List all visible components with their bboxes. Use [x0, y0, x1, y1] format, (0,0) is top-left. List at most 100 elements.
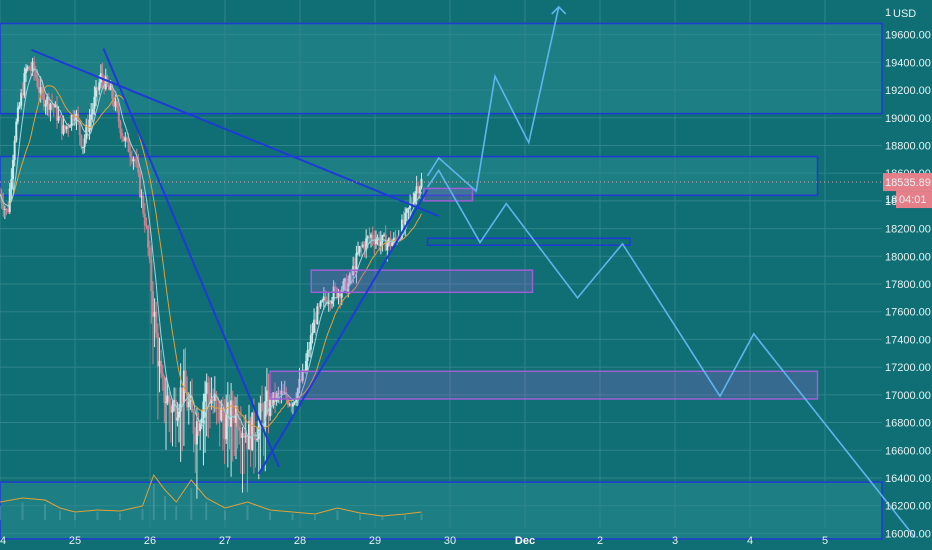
candle-body [313, 319, 316, 333]
trendline [257, 189, 429, 475]
volume-bar [420, 513, 423, 520]
volume-bar [152, 484, 155, 520]
candle-body [119, 121, 122, 134]
candle-body [314, 319, 317, 325]
candle-body [44, 104, 47, 107]
volume-bar [291, 513, 294, 520]
candle-body [280, 390, 283, 395]
x-tick-label: 28 [294, 535, 306, 547]
candle-body [163, 376, 166, 403]
y-tick-label: 16400.00 [885, 473, 931, 485]
candle-body [402, 219, 405, 225]
candle-body [8, 188, 11, 213]
projections [426, 5, 916, 539]
arrow-head [551, 5, 567, 15]
countdown-tag [896, 191, 932, 209]
volume-bar [246, 505, 249, 520]
candle-body [90, 114, 93, 120]
volume-bar [175, 505, 178, 520]
candle-body [348, 273, 351, 283]
candle-body [420, 178, 423, 188]
candle-body [213, 393, 216, 401]
candle-body [3, 208, 6, 210]
candle-body [81, 146, 84, 148]
candle-body [36, 77, 39, 88]
candle-body [31, 61, 34, 71]
candle-body [166, 395, 169, 403]
x-tick-label: 26 [144, 535, 156, 547]
volume-bar [381, 516, 384, 520]
candle-body [259, 403, 262, 421]
x-tick-label: Dec [515, 535, 535, 547]
candle-body [28, 66, 31, 71]
x-tick-label: 25 [69, 535, 81, 547]
candle-body [121, 133, 124, 137]
candle-body [29, 70, 32, 72]
candle-body [378, 237, 381, 246]
candle-body [319, 301, 322, 307]
candle-body [108, 84, 111, 91]
candle-body [415, 186, 418, 194]
candle-body [389, 238, 392, 246]
support-box [426, 237, 631, 246]
candle-body [199, 423, 202, 432]
candle-body [283, 392, 286, 394]
candle-body [129, 152, 132, 157]
candle-body [345, 278, 348, 293]
y-tick-label: 19400.00 [885, 57, 931, 69]
candle-body [290, 404, 293, 407]
bearish-projection-path [426, 168, 916, 539]
candle-body [311, 332, 314, 335]
candle-body [169, 404, 172, 413]
x-tick-label: 29 [369, 535, 381, 547]
x-tick-label: 2 [597, 535, 603, 547]
candle-body [7, 209, 10, 213]
candle-body [233, 416, 236, 423]
candle-body [309, 334, 312, 350]
candle-body [412, 202, 415, 204]
current-price-text: 18535.89 [885, 177, 931, 189]
candle-body [368, 236, 371, 238]
candle-body [143, 213, 146, 226]
x-tick-label: 4 [747, 535, 753, 547]
volume-bar [359, 514, 361, 520]
candle-body [244, 435, 247, 438]
candle-body [168, 395, 171, 405]
candle-body [293, 402, 296, 404]
candle-body [93, 96, 96, 109]
candle-body [160, 360, 163, 374]
volume-bar [224, 510, 226, 520]
candle-body [191, 396, 194, 412]
candle-body [342, 281, 345, 291]
candle-body [64, 125, 67, 130]
candle-body [109, 85, 112, 91]
candle-body [51, 103, 54, 105]
candle-body [306, 350, 309, 361]
candle-body [23, 73, 26, 96]
candle-body [158, 360, 161, 367]
candle-body [231, 400, 234, 417]
candle-body [417, 186, 420, 194]
candle-body [21, 92, 24, 96]
candle-body [404, 212, 407, 225]
candle-body [332, 286, 335, 301]
candle-body [78, 121, 81, 136]
candle-body [55, 104, 58, 121]
candle-body [358, 246, 361, 253]
candle-body [381, 235, 384, 242]
candle-body [96, 87, 99, 91]
candle-body [285, 392, 288, 399]
y-tick-label: 17600.00 [885, 307, 931, 319]
candle-body [291, 403, 294, 407]
y-tick-label: 19600.00 [885, 30, 931, 42]
candle-body [230, 400, 233, 427]
candle-body [62, 125, 65, 134]
candle-body [16, 107, 19, 122]
candle-body [148, 247, 151, 260]
candle-body [95, 87, 98, 97]
candle-body [155, 311, 158, 333]
candle-body [70, 115, 73, 127]
candle-body [20, 92, 23, 106]
